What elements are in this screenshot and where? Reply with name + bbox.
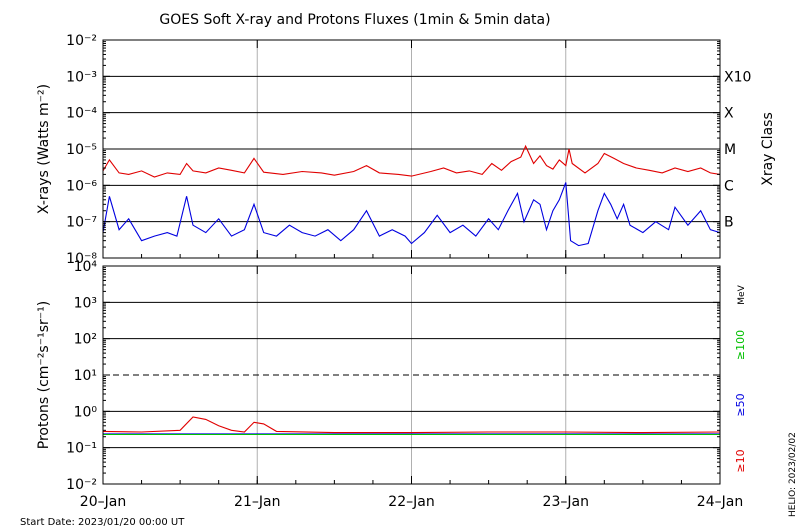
energy-legend-1: ≥50 <box>734 393 747 416</box>
y-tick-label: 10⁻¹ <box>66 441 97 457</box>
xray-class-label: M <box>724 142 736 158</box>
y-tick-label: 10¹ <box>74 368 97 384</box>
y-tick-label: 10⁻⁵ <box>66 142 97 158</box>
time-axis: 20–Jan 21–Jan 22–Jan 23–Jan 24–Jan <box>80 40 743 510</box>
y-tick-label: 10⁴ <box>74 259 98 275</box>
chart-title: GOES Soft X-ray and Protons Fluxes (1min… <box>159 12 550 28</box>
xray-panel: 10⁻² 10⁻³ 10⁻⁴ 10⁻⁵ 10⁻⁶ 10⁻⁷ 10⁻⁸ X-rays (Watt… <box>36 33 776 267</box>
energy-legend-0: ≥10 <box>734 449 747 472</box>
series-line-0 <box>102 416 721 434</box>
y-tick-label: 10⁻⁷ <box>66 215 97 231</box>
y-tick-label: 10⁻² <box>66 477 97 493</box>
energy-legend-2: ≥100 <box>734 330 747 360</box>
energy-unit-label: MeV <box>737 284 747 304</box>
xray-class-label: C <box>724 178 734 194</box>
y-tick-label: 10⁻⁶ <box>66 178 97 194</box>
y-tick-label: 10⁻² <box>66 33 97 49</box>
credit-label: HELIO: 2023/02/02 <box>788 432 798 517</box>
y-axis-label: Protons (cm⁻²s⁻¹sr⁻¹) <box>36 301 52 450</box>
x-tick-label: 21–Jan <box>234 494 280 510</box>
xray-class-label: B <box>724 215 734 231</box>
x-tick-label: 20–Jan <box>80 494 126 510</box>
y-tick-label: 10⁻⁴ <box>66 106 97 122</box>
x-tick-label: 23–Jan <box>543 494 589 510</box>
x-tick-label: 22–Jan <box>388 494 434 510</box>
y-tick-label: 10⁰ <box>74 404 98 420</box>
series-line-0 <box>102 144 721 178</box>
x-tick-label: 24–Jan <box>697 494 743 510</box>
start-date: Start Date: 2023/01/20 00:00 UT <box>20 517 185 528</box>
y-axis-label: X-rays (Watts m⁻²) <box>36 84 52 214</box>
y-tick-label: 10⁻³ <box>66 69 97 85</box>
y-tick-label: 10² <box>74 332 97 348</box>
y-tick-label: 10³ <box>74 295 97 311</box>
series-line-1 <box>102 182 721 247</box>
xray-class-label: X10 <box>724 69 751 85</box>
xray-class-axis-label: Xray Class <box>760 112 776 186</box>
y-tick-label: 10⁻⁸ <box>66 251 97 267</box>
xray-class-label: X <box>724 106 734 122</box>
proton-panel: 10⁴ 10³ 10² 10¹ 10⁰ 10⁻¹ 10⁻² Protons (cm⁻²s⁻¹s… <box>36 259 747 493</box>
